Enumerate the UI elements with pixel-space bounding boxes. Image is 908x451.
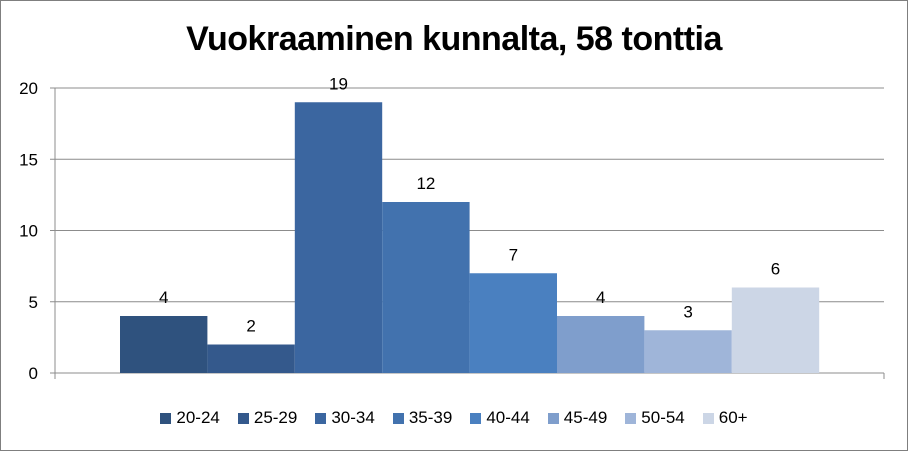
legend-swatch bbox=[315, 412, 327, 424]
legend-item-50-54: 50-54 bbox=[625, 408, 685, 428]
legend-item-60+: 60+ bbox=[702, 408, 748, 428]
bar-20-24 bbox=[120, 316, 208, 373]
legend-item-40-44: 40-44 bbox=[470, 408, 530, 428]
bar-60+ bbox=[731, 287, 820, 373]
bar-45-49 bbox=[557, 316, 645, 373]
data-label-50-54: 3 bbox=[683, 302, 692, 321]
legend-label: 45-49 bbox=[563, 408, 608, 427]
y-tick-label: 10 bbox=[19, 222, 38, 241]
y-tick-label: 20 bbox=[19, 79, 38, 98]
y-tick-label: 0 bbox=[29, 364, 38, 383]
data-label-60+: 6 bbox=[771, 260, 780, 279]
legend-label: 25-29 bbox=[253, 408, 298, 427]
legend-swatch bbox=[702, 412, 714, 424]
data-label-20-24: 4 bbox=[159, 288, 168, 307]
y-tick-label: 5 bbox=[29, 293, 38, 312]
legend-label: 35-39 bbox=[408, 408, 453, 427]
legend-swatch bbox=[470, 412, 482, 424]
legend-swatch bbox=[237, 412, 249, 424]
bar-35-39 bbox=[382, 202, 470, 373]
legend-item-25-29: 25-29 bbox=[237, 408, 298, 428]
data-label-35-39: 12 bbox=[416, 174, 435, 193]
legend-item-20-24: 20-24 bbox=[160, 408, 220, 428]
legend-label: 20-24 bbox=[176, 408, 220, 427]
bar-50-54 bbox=[644, 330, 732, 373]
data-label-45-49: 4 bbox=[596, 288, 605, 307]
data-label-30-34: 19 bbox=[329, 74, 348, 93]
legend-item-30-34: 30-34 bbox=[315, 408, 375, 428]
legend-swatch bbox=[160, 412, 172, 424]
legend-label: 50-54 bbox=[641, 408, 685, 427]
legend-item-35-39: 35-39 bbox=[392, 408, 453, 428]
legend-label: 40-44 bbox=[486, 408, 530, 427]
legend-item-45-49: 45-49 bbox=[547, 408, 608, 428]
legend-label: 60+ bbox=[718, 408, 748, 427]
legend-swatch bbox=[547, 412, 559, 424]
legend-swatch bbox=[625, 412, 637, 424]
chart-legend: 20-24 25-29 30-34 35-39 40-44 45-49 50-54 60+ bbox=[0, 408, 908, 428]
y-tick-label: 15 bbox=[19, 150, 38, 169]
legend-swatch bbox=[392, 412, 404, 424]
legend-label: 30-34 bbox=[331, 408, 375, 427]
bar-30-34 bbox=[294, 102, 383, 373]
data-label-40-44: 7 bbox=[509, 245, 518, 264]
data-label-25-29: 2 bbox=[246, 317, 255, 336]
bar-25-29 bbox=[207, 344, 295, 373]
bar-40-44 bbox=[469, 273, 557, 373]
chart-title: Vuokraaminen kunnalta, 58 tonttia bbox=[186, 20, 722, 58]
